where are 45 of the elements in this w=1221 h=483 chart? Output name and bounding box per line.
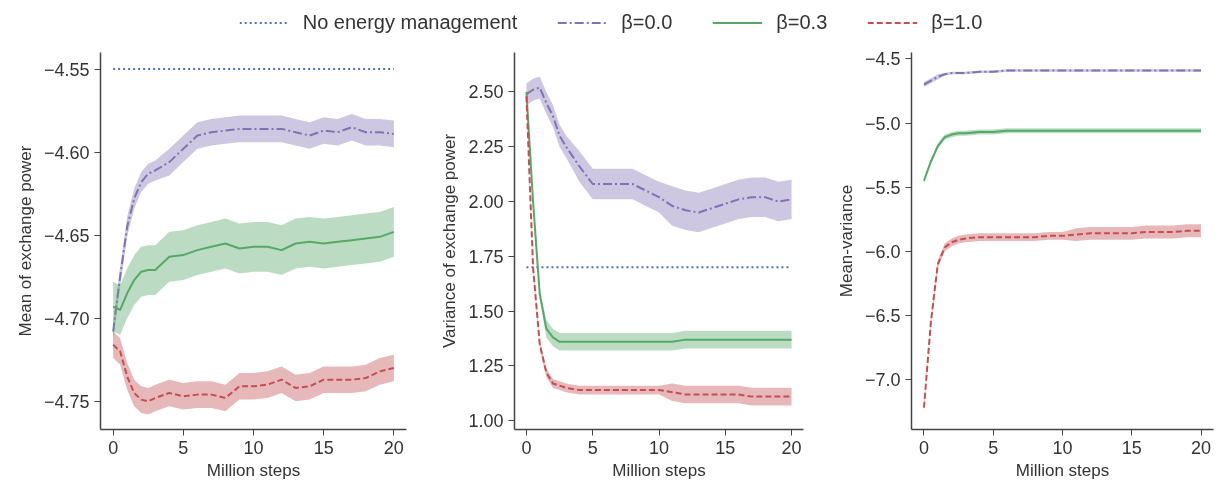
x-tick-label: 20 [383, 437, 404, 458]
x-tick-label: 5 [988, 437, 999, 458]
y-tick-label: −4.55 [43, 59, 90, 80]
y-tick-label: −4.65 [43, 225, 90, 246]
y-tick-label: −7.0 [864, 369, 901, 390]
y-tick-label: −5.0 [864, 113, 901, 134]
x-tick-label: 15 [715, 437, 736, 458]
x-tick-label: 20 [1191, 437, 1212, 458]
legend-label: β=1.0 [931, 10, 983, 34]
x-tick-label: 10 [1052, 437, 1073, 458]
y-tick-label: 1.25 [468, 356, 504, 377]
x-tick-label: 15 [1121, 437, 1142, 458]
x-axis-title: Million steps [612, 460, 706, 480]
x-axis-title: Million steps [1015, 460, 1110, 480]
y-tick-label: 1.50 [468, 301, 504, 322]
y-tick-label: −4.70 [43, 308, 90, 329]
x-tick-label: 10 [648, 437, 670, 458]
line-series [112, 343, 395, 403]
y-tick-label: 1.00 [468, 411, 504, 432]
y-tick-label: −6.0 [864, 241, 901, 262]
x-tick-label: 10 [243, 437, 264, 458]
y-tick-label: 2.25 [468, 137, 504, 158]
y-tick-label: −5.5 [864, 177, 901, 198]
y-tick-label: −4.60 [43, 142, 90, 163]
x-tick-label: 0 [108, 437, 119, 458]
legend-label: β=0.3 [776, 10, 828, 34]
y-tick-label: −4.5 [864, 49, 901, 70]
y-tick-label: 2.00 [468, 192, 504, 213]
y-axis-title: Mean of exchange power [15, 145, 35, 337]
legend-label: β=0.0 [621, 10, 673, 34]
x-tick-label: 15 [313, 437, 334, 458]
x-tick-label: 0 [918, 437, 929, 458]
x-tick-label: 5 [178, 437, 189, 458]
y-tick-label: 2.50 [468, 82, 504, 103]
y-axis-title: Mean-variance [836, 184, 856, 298]
x-tick-label: 5 [587, 437, 598, 458]
y-tick-label: −6.5 [864, 305, 901, 326]
x-tick-label: 20 [781, 437, 802, 458]
x-axis-title: Million steps [206, 460, 301, 480]
legend-label: No energy management [302, 10, 518, 34]
y-tick-label: −4.75 [43, 391, 90, 412]
x-tick-label: 0 [521, 437, 532, 458]
y-tick-label: 1.75 [468, 246, 504, 267]
y-axis-title: Variance of exchange power [440, 133, 460, 349]
line-series [112, 230, 395, 311]
